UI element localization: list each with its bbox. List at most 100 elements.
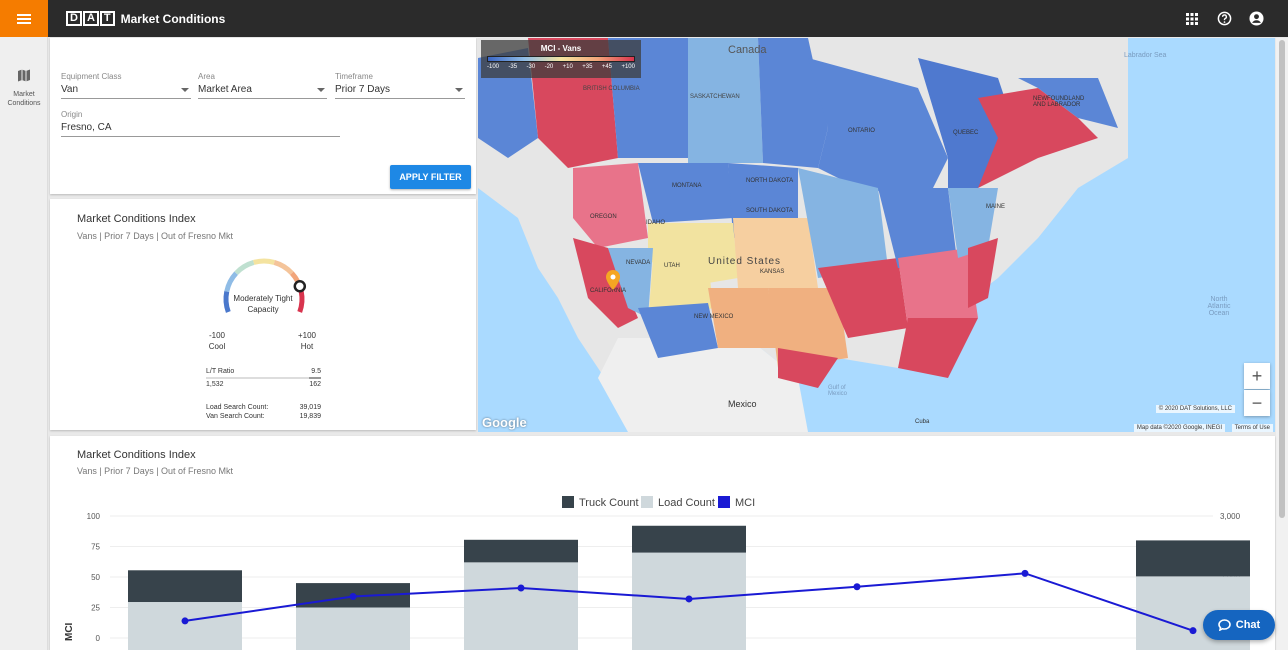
region-nevada xyxy=(608,248,653,318)
load-count: 1,532 xyxy=(206,381,224,388)
origin-input[interactable]: Origin Fresno, CA xyxy=(61,110,340,137)
bar-truck-count xyxy=(1136,540,1250,577)
lt-ratio-label: L/T Ratio xyxy=(206,368,235,375)
region-manitoba xyxy=(758,38,828,168)
map-label-newfoundland: NEWFOUNDLAND AND LABRADOR xyxy=(1033,96,1085,108)
zoom-in-button[interactable]: + xyxy=(1244,363,1270,389)
map-label-labrador: Labrador Sea xyxy=(1124,52,1167,59)
mci-chart-card: Market Conditions Index Vans | Prior 7 D… xyxy=(50,436,1275,650)
chat-button[interactable]: Chat xyxy=(1203,610,1275,640)
hamburger-menu-button[interactable] xyxy=(0,0,48,37)
y-tick-label: 50 xyxy=(91,573,100,582)
region-oregon xyxy=(573,163,648,248)
chevron-down-icon xyxy=(317,88,325,92)
mexico-land xyxy=(598,338,808,432)
van-search-value: 19,839 xyxy=(299,413,321,420)
region-east xyxy=(898,248,978,328)
rail-item-market-conditions[interactable]: Market Conditions xyxy=(0,69,48,108)
map-canvas xyxy=(478,38,1275,432)
map-label-sdakota: SOUTH DAKOTA xyxy=(746,208,793,214)
map-label-sask: SASKATCHEWAN xyxy=(690,94,740,100)
legend-tick: -20 xyxy=(544,64,554,70)
page-scrollbar[interactable] xyxy=(1276,38,1288,650)
map-label-nevada: NEVADA xyxy=(626,260,651,266)
map-label-quebec: QUEBEC xyxy=(953,130,979,136)
zoom-out-button[interactable]: − xyxy=(1244,390,1270,416)
timeframe-label: Timeframe xyxy=(335,72,373,81)
timeframe-select[interactable]: Timeframe Prior 7 Days xyxy=(335,72,465,99)
legend-swatch-mci xyxy=(718,496,730,508)
region-california xyxy=(573,238,638,328)
gauge-min-label: Cool xyxy=(208,342,226,351)
chat-label: Chat xyxy=(1235,619,1261,631)
mci-point xyxy=(685,595,693,603)
left-nav-rail: Market Conditions xyxy=(0,37,48,650)
gauge-min-value: -100 xyxy=(208,331,225,340)
mci-card-title: Market Conditions Index xyxy=(77,213,196,225)
area-label: Area xyxy=(198,72,215,81)
region-newengland xyxy=(948,188,998,258)
map-label-idaho: IDAHO xyxy=(646,220,666,226)
map-label-montana: MONTANA xyxy=(672,183,702,189)
arctic-water xyxy=(1128,38,1275,158)
region-texas-south xyxy=(778,348,838,388)
menu-icon xyxy=(17,13,31,24)
bar-load-count xyxy=(296,607,410,650)
dat-logo: D A T xyxy=(66,11,116,26)
load-search-value: 39,019 xyxy=(299,404,321,411)
legend-label-load: Load Count xyxy=(658,497,715,509)
rail-item-label: Market Conditions xyxy=(7,91,41,107)
bar-truck-count xyxy=(632,525,746,553)
region-midsouth xyxy=(818,258,908,338)
area-select[interactable]: Area Market Area xyxy=(198,72,327,99)
top-app-bar: D A T Market Conditions xyxy=(0,0,1288,37)
mci-map[interactable]: MCI - Vans -100 -35 -30 -20 +10 +35 +45 … xyxy=(478,38,1275,432)
mci-point xyxy=(1189,627,1197,635)
gauge-arc-segment xyxy=(273,260,294,275)
gauge-arc-segment xyxy=(224,271,239,293)
gauge-indicator-knob xyxy=(293,280,307,293)
mci-point xyxy=(517,584,525,592)
map-copyright: © 2020 DAT Solutions, LLC xyxy=(1155,405,1235,413)
scrollbar-thumb[interactable] xyxy=(1279,40,1285,518)
region-greatlakes xyxy=(878,188,958,268)
map-label-maine: MAINE xyxy=(986,204,1006,210)
legend-ticks: -100 -35 -30 -20 +10 +35 +45 +100 xyxy=(487,64,635,70)
bar-truck-count xyxy=(128,570,242,603)
account-icon[interactable] xyxy=(1248,11,1264,27)
region-quebec-east xyxy=(978,88,1098,188)
map-label-ndakota: NORTH DAKOTA xyxy=(746,178,794,184)
origin-value[interactable]: Fresno, CA xyxy=(61,122,340,137)
equipment-class-select[interactable]: Equipment Class Van xyxy=(61,72,191,99)
mci-point xyxy=(349,593,357,601)
region-ontario xyxy=(808,58,948,198)
terms-of-use-link[interactable]: Terms of Use xyxy=(1231,424,1273,432)
map-label-utah: UTAH xyxy=(664,263,680,269)
y-axis-label: MCI xyxy=(64,622,75,641)
chart-card-title: Market Conditions Index xyxy=(77,449,196,461)
apps-grid-icon[interactable] xyxy=(1184,11,1200,27)
chevron-down-icon xyxy=(181,88,189,92)
map-legend: MCI - Vans -100 -35 -30 -20 +10 +35 +45 … xyxy=(481,40,641,78)
gauge-capacity-label: Moderately Tight Capacity xyxy=(233,294,293,314)
legend-gradient xyxy=(487,56,635,62)
region-montana xyxy=(638,163,733,223)
legend-tick: +10 xyxy=(562,64,573,70)
mci-card-subtitle: Vans | Prior 7 Days | Out of Fresno Mkt xyxy=(77,231,234,241)
truck-count: 162 xyxy=(309,381,321,388)
legend-swatch-load xyxy=(641,496,653,508)
area-value: Market Area xyxy=(198,84,252,95)
mci-point xyxy=(181,617,189,625)
origin-pin-icon[interactable] xyxy=(606,270,620,290)
y-tick-label: 100 xyxy=(87,512,101,521)
lt-ratio-bar xyxy=(206,377,321,379)
lt-ratio-value: 9.5 xyxy=(311,368,321,375)
bar-load-count xyxy=(128,602,242,650)
legend-title: MCI - Vans xyxy=(540,44,582,53)
apply-filter-button[interactable]: APPLY FILTER xyxy=(390,165,471,189)
gauge-arc-segment xyxy=(223,290,231,313)
chart-card-subtitle: Vans | Prior 7 Days | Out of Fresno Mkt xyxy=(77,466,234,476)
chevron-down-icon xyxy=(455,88,463,92)
help-icon[interactable] xyxy=(1216,11,1232,27)
